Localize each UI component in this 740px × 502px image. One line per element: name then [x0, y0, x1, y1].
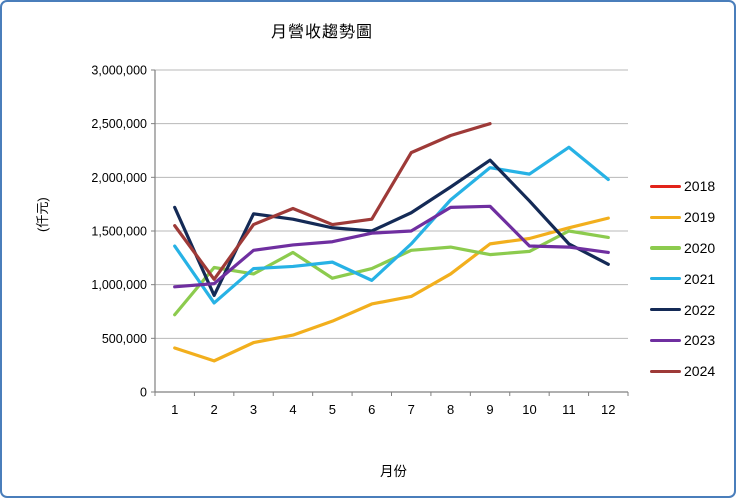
legend-item-2021: 2021 — [650, 263, 734, 294]
legend-label: 2024 — [684, 363, 716, 380]
y-tick-label: 1,000,000 — [91, 278, 147, 292]
series-line-2019 — [173, 216, 610, 363]
series-line-2023 — [173, 204, 610, 289]
legend-label: 2018 — [684, 178, 716, 195]
legend-item-2022: 2022 — [650, 294, 734, 325]
legend-label: 2022 — [684, 301, 716, 318]
chart-legend: 2018 2019 2020 2021 2022 2023 2024 — [650, 171, 734, 387]
legend-swatch-2020 — [650, 246, 681, 250]
legend-item-2023: 2023 — [650, 325, 734, 356]
x-tick-label: 8 — [447, 402, 454, 417]
legend-swatch-2023 — [650, 338, 681, 342]
y-tick-label: 500,000 — [102, 332, 147, 346]
legend-label: 2021 — [684, 270, 716, 287]
legend-label: 2020 — [684, 239, 716, 256]
chart-title: 月營收趨勢圖 — [270, 24, 373, 41]
x-tick-label: 4 — [289, 402, 296, 417]
x-tick-label: 12 — [601, 402, 615, 417]
x-tick-label: 10 — [522, 402, 536, 417]
x-tick-label: 2 — [211, 402, 218, 417]
x-axis-title: 月份 — [380, 464, 407, 479]
legend-label: 2019 — [684, 209, 716, 226]
y-tick-label: 0 — [140, 386, 147, 400]
x-tick-label: 7 — [408, 402, 415, 417]
x-tick-label: 1 — [171, 402, 178, 417]
y-tick-label: 1,500,000 — [91, 225, 147, 239]
legend-item-2020: 2020 — [650, 233, 734, 264]
x-tick-label: 11 — [562, 402, 576, 417]
y-tick-label: 3,000,000 — [91, 64, 147, 78]
x-tick-label: 5 — [329, 402, 336, 417]
y-tick-label: 2,000,000 — [91, 171, 147, 185]
legend-swatch-2024 — [650, 369, 681, 373]
series-line-2022 — [173, 158, 610, 297]
x-tick-label: 6 — [368, 402, 375, 417]
legend-label: 2023 — [684, 332, 716, 349]
legend-item-2018: 2018 — [650, 171, 734, 202]
y-tick-label: 2,500,000 — [91, 117, 147, 131]
legend-swatch-2019 — [650, 215, 681, 219]
legend-swatch-2021 — [650, 277, 681, 281]
x-tick-label: 9 — [486, 402, 493, 417]
legend-item-2024: 2024 — [650, 356, 734, 387]
series-line-2021 — [173, 145, 610, 305]
legend-swatch-2022 — [650, 307, 681, 312]
legend-swatch-2018 — [650, 184, 681, 188]
legend-item-2019: 2019 — [650, 202, 734, 233]
x-tick-label: 3 — [250, 402, 257, 417]
series-line-2024 — [173, 122, 492, 281]
y-axis-title: (仟元) — [35, 197, 50, 232]
